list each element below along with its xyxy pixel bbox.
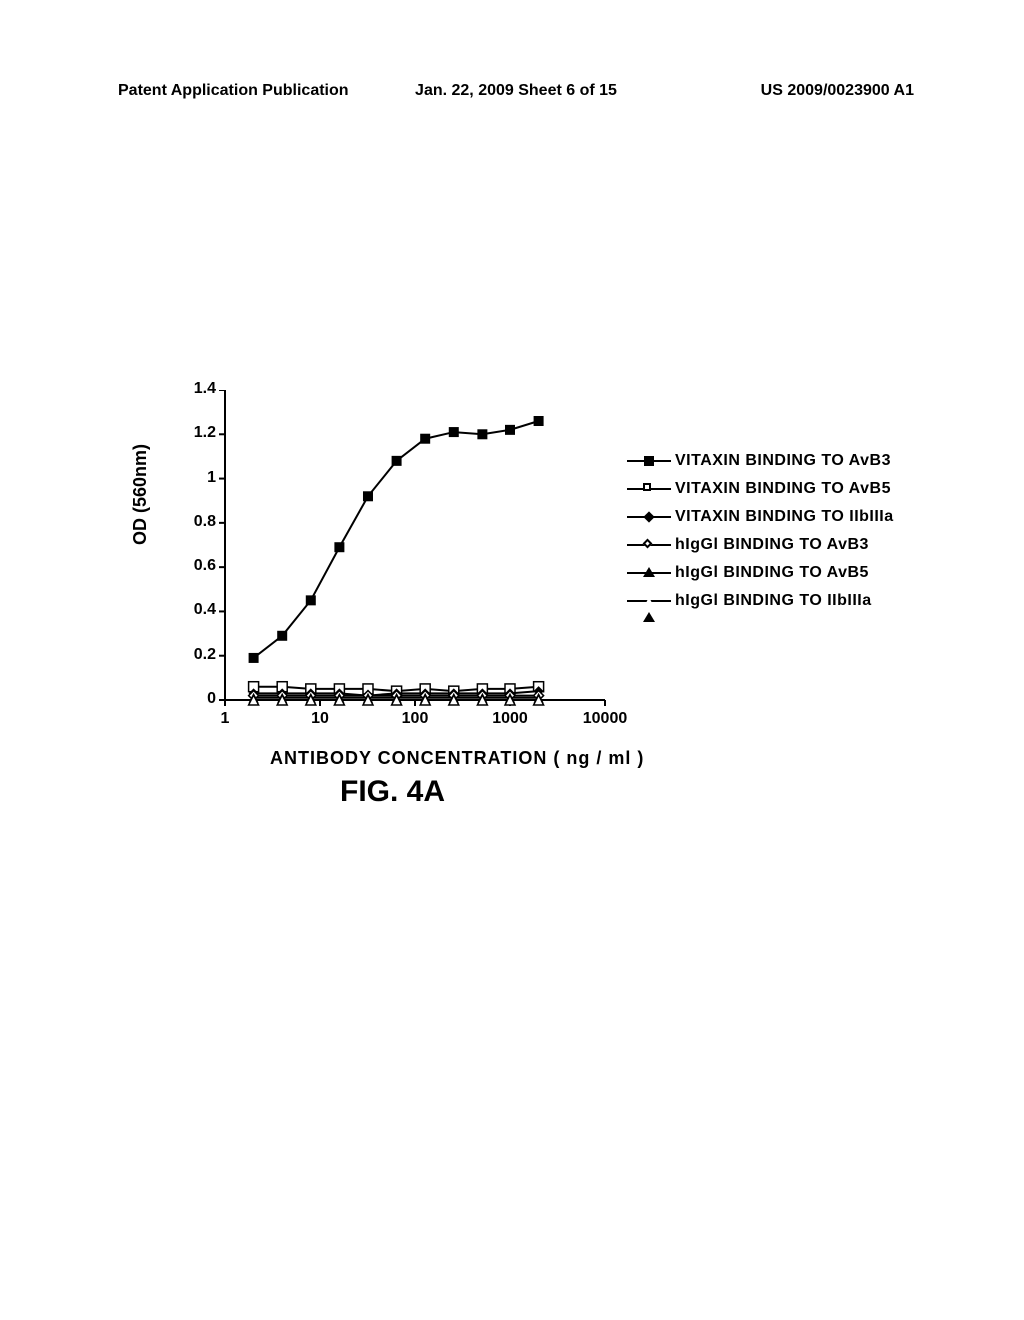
legend-label: hIgGl BINDING TO IIbIIIa [675, 592, 872, 610]
y-tick-label: 1.2 [180, 424, 216, 442]
filled-diamond-icon [627, 509, 671, 525]
header-right: US 2009/0023900 A1 [649, 82, 914, 100]
filled-square-icon [627, 453, 671, 469]
figure-4a: OD (560nm) ANTIBODY CONCENTRATION ( ng /… [140, 390, 920, 890]
x-tick-label: 10 [290, 710, 350, 728]
y-tick-label: 0.2 [180, 646, 216, 664]
y-tick-label: 0.6 [180, 557, 216, 575]
legend-label: VITAXIN BINDING TO AvB3 [675, 452, 891, 470]
y-tick-label: 0.8 [180, 513, 216, 531]
y-axis-label: OD (560nm) [130, 444, 151, 545]
x-tick-label: 1000 [480, 710, 540, 728]
y-tick-label: 1.4 [180, 380, 216, 398]
legend-label: VITAXIN BINDING TO IIbIIIa [675, 508, 894, 526]
open-square-icon [627, 481, 671, 497]
filled-triangle-icon [627, 565, 671, 581]
x-axis-label: ANTIBODY CONCENTRATION ( ng / ml ) [270, 748, 644, 769]
page-header: Patent Application Publication Jan. 22, … [0, 82, 1024, 100]
legend-label: hIgGl BINDING TO AvB5 [675, 564, 869, 582]
header-left: Patent Application Publication [118, 82, 383, 100]
x-tick-label: 100 [385, 710, 445, 728]
y-tick-label: 0.4 [180, 601, 216, 619]
y-tick-label: 1 [180, 469, 216, 487]
y-tick-label: 0 [180, 690, 216, 708]
legend-item: hIgGl BINDING TO AvB3 [627, 536, 894, 554]
chart-legend: VITAXIN BINDING TO AvB3 VITAXIN BINDING … [627, 452, 894, 620]
open-triangle-icon [627, 593, 671, 609]
legend-item: VITAXIN BINDING TO AvB5 [627, 480, 894, 498]
x-tick-label: 10000 [575, 710, 635, 728]
legend-item: VITAXIN BINDING TO IIbIIIa [627, 508, 894, 526]
open-diamond-icon [627, 537, 671, 553]
x-tick-label: 1 [195, 710, 255, 728]
legend-label: VITAXIN BINDING TO AvB5 [675, 480, 891, 498]
legend-label: hIgGl BINDING TO AvB3 [675, 536, 869, 554]
figure-title: FIG. 4A [340, 775, 445, 809]
header-mid: Jan. 22, 2009 Sheet 6 of 15 [383, 82, 648, 100]
legend-item: hIgGl BINDING TO IIbIIIa [627, 592, 894, 610]
legend-item: VITAXIN BINDING TO AvB3 [627, 452, 894, 470]
legend-item: hIgGl BINDING TO AvB5 [627, 564, 894, 582]
